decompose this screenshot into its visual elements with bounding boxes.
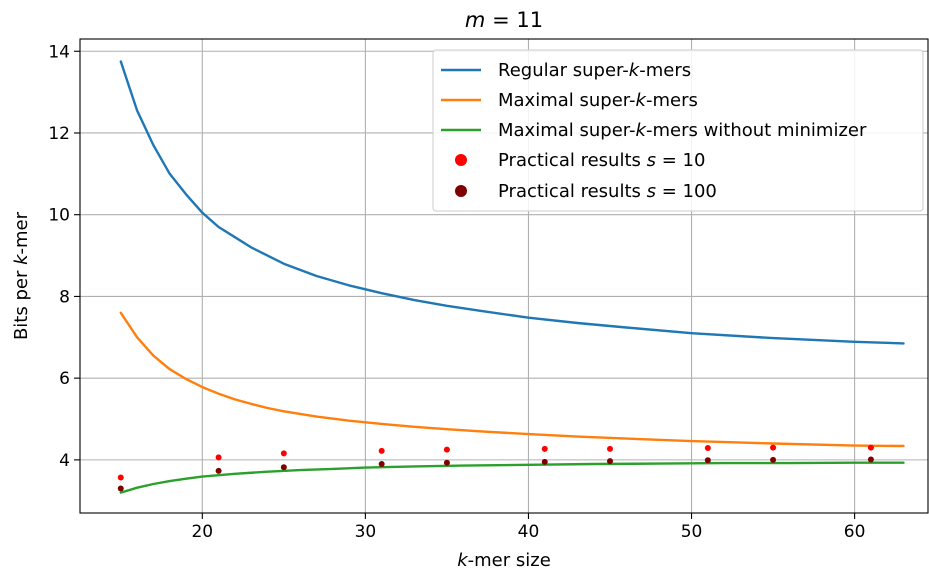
data-point-practical-s100 [607, 458, 613, 465]
y-axis-label-italic: k [11, 253, 32, 265]
axis-ticks: 20 30 40 50 60 4 6 8 10 12 14 [48, 42, 865, 542]
y-tick-label: 6 [59, 369, 70, 389]
legend-label-maximal: Maximal super-k-mers [498, 90, 698, 111]
y-tick-label: 8 [59, 287, 70, 307]
data-point-practical-s100 [378, 460, 385, 467]
x-tick-label: 20 [191, 522, 213, 542]
data-point-practical-s100 [541, 458, 548, 465]
legend-label-practical-s100: Practical results s = 100 [498, 181, 717, 202]
data-point-practical-s100 [117, 485, 124, 492]
data-point-practical-s100 [770, 456, 777, 463]
legend-label-maximal-no-minimizer: Maximal super-k-mers without minimizer [498, 120, 867, 141]
plot-series [117, 60, 905, 494]
x-tick-label: 60 [844, 522, 866, 542]
x-tick-label: 50 [681, 522, 703, 542]
data-point-practical-s100 [867, 456, 874, 463]
x-axis-label-post: -mer size [468, 550, 551, 571]
series-line-maximal [119, 311, 905, 448]
y-tick-label: 10 [48, 206, 70, 226]
data-point-practical-s10 [117, 474, 124, 481]
data-point-practical-s10 [215, 454, 222, 461]
data-point-practical-s10 [541, 445, 548, 452]
y-axis-label-pre: Bits per [11, 265, 32, 340]
series-line-maximal-no-minimizer [119, 461, 905, 494]
data-point-practical-s100 [215, 467, 222, 474]
x-tick-label: 30 [355, 522, 377, 542]
chart-title-italic: m [465, 8, 485, 32]
data-point-practical-s100 [280, 464, 287, 471]
series-line-regular [119, 60, 905, 345]
plot-frame [79, 38, 929, 514]
x-axis-label: k-mer size [457, 550, 551, 571]
x-axis-label-italic: k [457, 550, 469, 571]
data-point-practical-s100 [704, 457, 711, 464]
data-point-practical-s10 [704, 445, 711, 452]
y-tick-label: 12 [48, 124, 70, 144]
legend-swatch-practical-s10 [455, 154, 467, 166]
data-point-practical-s10 [443, 446, 450, 453]
y-axis-label: Bits per k-mer [11, 211, 32, 340]
legend: Regular super-k-mers Maximal super-k-mer… [432, 49, 924, 212]
data-point-practical-s10 [378, 447, 385, 454]
data-point-practical-s10 [867, 444, 874, 451]
chart-title: m = 11 [465, 8, 543, 32]
chart-title-post: = 11 [485, 8, 543, 32]
data-point-practical-s10 [770, 444, 777, 451]
data-point-practical-s10 [607, 445, 613, 452]
y-tick-label: 14 [48, 42, 70, 62]
legend-label-practical-s10: Practical results s = 10 [498, 150, 705, 171]
legend-swatch-practical-s100 [455, 185, 467, 197]
y-tick-label: 4 [59, 451, 70, 471]
y-axis-label-post: -mer [11, 211, 32, 254]
data-point-practical-s100 [443, 459, 450, 466]
legend-box [432, 49, 924, 212]
x-tick-label: 40 [518, 522, 540, 542]
legend-label-regular: Regular super-k-mers [498, 60, 691, 81]
data-point-practical-s10 [280, 450, 287, 457]
